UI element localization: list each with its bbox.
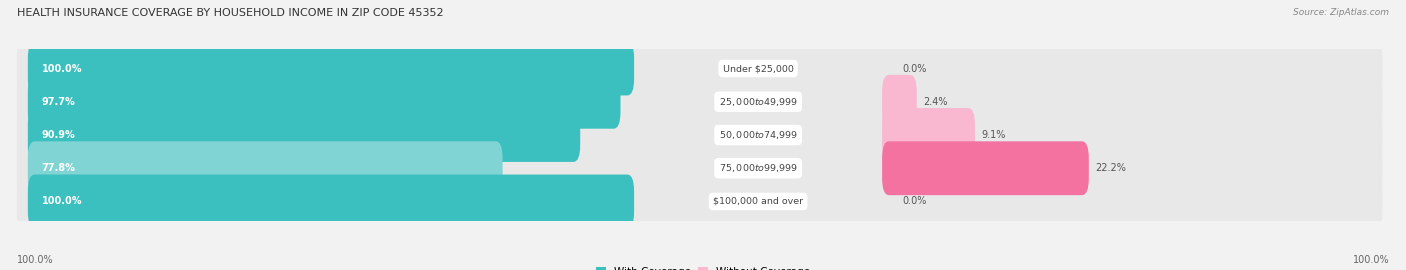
FancyBboxPatch shape <box>17 165 1382 238</box>
Text: 100.0%: 100.0% <box>1353 255 1389 265</box>
Legend: With Coverage, Without Coverage: With Coverage, Without Coverage <box>596 267 810 270</box>
FancyBboxPatch shape <box>17 98 1382 172</box>
FancyBboxPatch shape <box>28 108 581 162</box>
FancyBboxPatch shape <box>28 75 620 129</box>
Text: Under $25,000: Under $25,000 <box>723 64 793 73</box>
Text: 97.7%: 97.7% <box>42 97 76 107</box>
Text: Source: ZipAtlas.com: Source: ZipAtlas.com <box>1294 8 1389 17</box>
FancyBboxPatch shape <box>17 131 1382 205</box>
Text: 0.0%: 0.0% <box>903 197 927 207</box>
FancyBboxPatch shape <box>882 141 1088 195</box>
Text: $50,000 to $74,999: $50,000 to $74,999 <box>718 129 797 141</box>
FancyBboxPatch shape <box>882 108 974 162</box>
Text: $100,000 and over: $100,000 and over <box>713 197 803 206</box>
Text: $25,000 to $49,999: $25,000 to $49,999 <box>718 96 797 108</box>
FancyBboxPatch shape <box>17 65 1382 139</box>
Text: 100.0%: 100.0% <box>17 255 53 265</box>
Text: 9.1%: 9.1% <box>981 130 1007 140</box>
FancyBboxPatch shape <box>28 174 634 228</box>
Text: 77.8%: 77.8% <box>42 163 76 173</box>
Text: 100.0%: 100.0% <box>42 63 82 73</box>
FancyBboxPatch shape <box>28 42 634 96</box>
FancyBboxPatch shape <box>28 141 502 195</box>
Text: 22.2%: 22.2% <box>1095 163 1126 173</box>
Text: 100.0%: 100.0% <box>42 197 82 207</box>
FancyBboxPatch shape <box>17 32 1382 105</box>
FancyBboxPatch shape <box>882 75 917 129</box>
Text: HEALTH INSURANCE COVERAGE BY HOUSEHOLD INCOME IN ZIP CODE 45352: HEALTH INSURANCE COVERAGE BY HOUSEHOLD I… <box>17 8 443 18</box>
Text: $75,000 to $99,999: $75,000 to $99,999 <box>718 162 797 174</box>
Text: 0.0%: 0.0% <box>903 63 927 73</box>
Text: 2.4%: 2.4% <box>924 97 948 107</box>
Text: 90.9%: 90.9% <box>42 130 76 140</box>
